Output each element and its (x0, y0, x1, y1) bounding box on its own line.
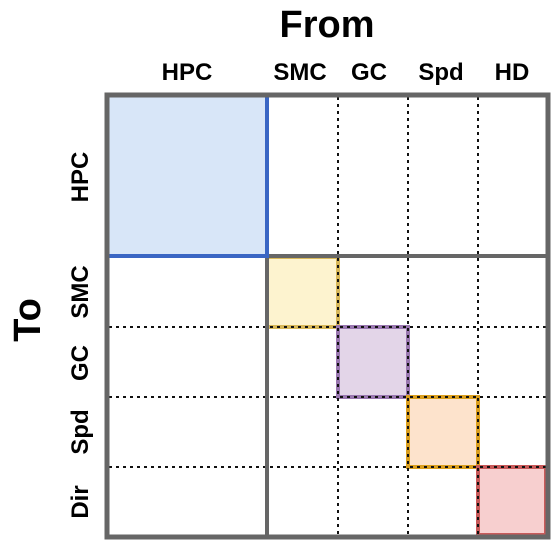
gc-block (336, 325, 410, 399)
hpc-block-border (109, 97, 269, 258)
col-label-gc: GC (351, 59, 387, 86)
col-label-smc: SMC (273, 59, 326, 86)
row-label-dir: Dir (67, 485, 94, 518)
matrix-frame (104, 92, 551, 540)
dotted-grid (109, 97, 546, 535)
from-title: From (280, 4, 375, 46)
spd-block (406, 395, 480, 469)
col-label-hd: HD (495, 59, 530, 86)
row-label-spd: Spd (67, 409, 94, 454)
dir-block (476, 465, 548, 537)
smc-block (265, 255, 340, 329)
row-label-hpc: HPC (67, 152, 94, 203)
block-separators (265, 254, 546, 535)
col-label-hpc: HPC (162, 59, 213, 86)
row-label-gc: GC (67, 345, 94, 381)
col-label-spd: Spd (418, 59, 463, 86)
row-label-smc: SMC (67, 265, 94, 318)
hpc-block (109, 97, 267, 255)
to-title: To (7, 298, 49, 342)
